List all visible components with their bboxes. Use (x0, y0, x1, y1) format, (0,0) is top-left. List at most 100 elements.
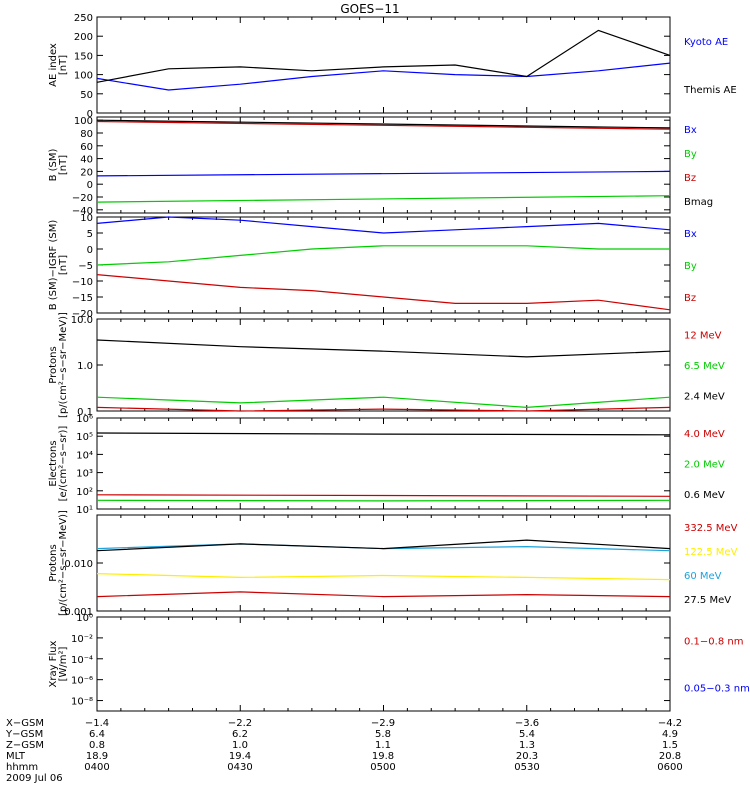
y-axis-label: [nT] (58, 155, 69, 175)
series-line-2-0-mev (96, 499, 671, 502)
y-axis-label: Protons (48, 346, 59, 383)
legend-label: By (684, 149, 697, 160)
y-tick-label: 0 (87, 180, 93, 191)
x-axis-value: −2.9 (371, 718, 395, 729)
legend-label: Kyoto AE (684, 37, 728, 48)
x-axis-value: 1.3 (519, 740, 535, 751)
legend-label: 4.0 MeV (684, 429, 725, 440)
x-axis-value: 0530 (514, 762, 539, 773)
legend-label: 6.5 MeV (684, 361, 725, 372)
x-axis-value: 1.5 (662, 740, 678, 751)
panel-7: 10⁻⁸ 10⁻⁶ 10⁻⁴ 10⁻² 10⁰ Xray Flux [W/m²] 0.1−0.… (48, 613, 750, 712)
series-line-by (96, 245, 670, 266)
x-axis-value: 20.8 (659, 751, 681, 762)
y-tick-label: 10⁻⁸ (71, 697, 93, 708)
panel-frame (96, 216, 671, 314)
y-tick-label: 10⁵ (76, 432, 93, 443)
series-line-332-5-mev (96, 591, 671, 598)
y-tick-label: 10⁻⁶ (71, 676, 93, 687)
y-tick-label: 10⁶ (76, 414, 93, 425)
y-tick-label: −20 (72, 193, 93, 204)
x-axis-value: 20.3 (516, 751, 538, 762)
series-line-bx (96, 170, 671, 177)
x-axis-value: 1.1 (375, 740, 391, 751)
series-line-bx (96, 216, 671, 234)
chart-title: GOES−11 (340, 2, 399, 16)
panel-frame (96, 16, 671, 114)
series-line-2-4-mev (96, 339, 671, 358)
x-axis-value: 1.0 (232, 740, 248, 751)
y-axis-label: B (SM) (48, 148, 59, 181)
y-axis-label: [nT] (58, 255, 69, 275)
x-axis-value: 0.8 (89, 740, 105, 751)
y-axis-label: [nT] (58, 55, 69, 75)
y-tick-label: 10² (76, 487, 93, 498)
legend-label: 27.5 MeV (684, 595, 731, 606)
y-tick-label: 10¹ (76, 505, 93, 516)
y-tick-label: 150 (74, 51, 93, 62)
y-tick-label: 5 (87, 229, 93, 240)
y-tick-label: 200 (74, 32, 93, 43)
y-axis-label: [W/m²] (58, 646, 69, 681)
y-axis-label: AE index (48, 43, 59, 87)
y-tick-label: 10 (80, 213, 93, 224)
series-line-122-5-mev (96, 573, 671, 581)
legend-label: 60 MeV (684, 571, 722, 582)
series-line-0-6-mev (96, 432, 671, 436)
series-line-27-5-mev (96, 539, 671, 552)
legend-label: Bx (684, 125, 697, 136)
y-tick-label: −20 (72, 309, 93, 320)
series-line-12-mev (96, 406, 671, 412)
y-axis-label: Protons (48, 544, 59, 581)
legend-label: Bx (684, 229, 697, 240)
panel-4: 0.1 1.0 10.0 Protons [p/(cm²−s−sr−MeV)] 12 Me… (48, 312, 725, 418)
series-line-60-mev (96, 543, 671, 552)
date-label: 2009 Jul 06 (6, 773, 63, 784)
legend-label: 0.05−0.3 nm (684, 684, 750, 695)
y-tick-label: 40 (80, 155, 93, 166)
y-tick-label: 100 (74, 116, 93, 127)
x-axis-row-label: Z−GSM (6, 740, 44, 751)
y-tick-label: 250 (74, 13, 93, 24)
legend-label: Bmag (684, 197, 713, 208)
x-axis-value: 6.2 (232, 729, 248, 740)
legend-label: Bz (684, 293, 696, 304)
series-line-by (96, 195, 671, 203)
y-axis-label: B (SM)−IGRF (SM) (48, 220, 59, 311)
x-axis-row-label: X−GSM (6, 718, 44, 729)
y-tick-label: 10⁰ (76, 613, 93, 624)
x-axis-value: 4.9 (662, 729, 678, 740)
y-tick-label: 0.001 (64, 607, 93, 618)
y-axis-label: Xray Flux (48, 640, 59, 687)
series-line-bz (96, 120, 671, 130)
x-axis-value: 0400 (84, 762, 109, 773)
y-tick-label: 100 (74, 71, 93, 82)
panel-frame (96, 616, 671, 712)
y-tick-label: 80 (80, 129, 93, 140)
x-axis-value: 5.4 (519, 729, 535, 740)
y-tick-label: 50 (80, 90, 93, 101)
x-axis-value: 19.8 (372, 751, 394, 762)
y-tick-label: 10.0 (71, 315, 93, 326)
y-tick-label: −15 (72, 293, 93, 304)
x-axis-value: 0600 (657, 762, 682, 773)
x-axis-table: X−GSM −1.4 −2.2 −2.9 −3.6 −4.2 Y−GSM 6.4 6.2 5.8 5… (5, 718, 683, 784)
y-tick-label: 60 (80, 142, 93, 153)
x-axis-row-label: MLT (6, 751, 26, 762)
x-axis-value: −1.4 (85, 718, 109, 729)
series-line-kyoto-ae (96, 62, 671, 91)
y-axis-label: [p/(cm²−s−sr−MeV)] (58, 510, 69, 616)
y-tick-label: −10 (72, 277, 93, 288)
series-line-bz (96, 274, 671, 311)
legend-label: 122.5 MeV (684, 547, 738, 558)
x-axis-value: 0500 (370, 762, 395, 773)
legend-label: 2.4 MeV (684, 392, 725, 403)
y-tick-label: 1.0 (77, 361, 93, 372)
y-tick-label: 0.1 (77, 407, 93, 418)
legend-label: Themis AE (683, 85, 737, 96)
legend-label: 332.5 MeV (684, 523, 738, 534)
y-tick-label: 10⁻⁴ (71, 655, 93, 666)
y-axis-label: [p/(cm²−s−sr−MeV)] (58, 312, 69, 418)
x-axis-value: −3.6 (515, 718, 539, 729)
